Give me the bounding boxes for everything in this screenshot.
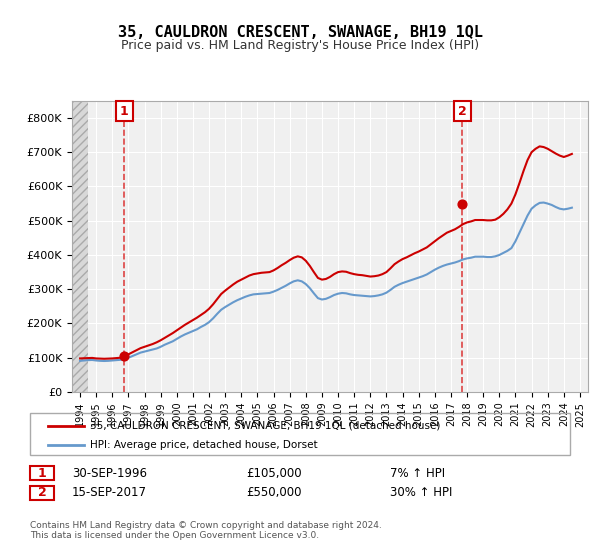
Text: £105,000: £105,000 xyxy=(246,466,302,480)
Text: Contains HM Land Registry data © Crown copyright and database right 2024.
This d: Contains HM Land Registry data © Crown c… xyxy=(30,521,382,540)
Text: 35, CAULDRON CRESCENT, SWANAGE, BH19 1QL (detached house): 35, CAULDRON CRESCENT, SWANAGE, BH19 1QL… xyxy=(90,421,440,431)
Text: £550,000: £550,000 xyxy=(246,486,302,500)
Text: 1: 1 xyxy=(38,466,46,480)
Point xyxy=(119,352,129,361)
Text: 30-SEP-1996: 30-SEP-1996 xyxy=(72,466,147,480)
Text: 7% ↑ HPI: 7% ↑ HPI xyxy=(390,466,445,480)
Text: 35, CAULDRON CRESCENT, SWANAGE, BH19 1QL: 35, CAULDRON CRESCENT, SWANAGE, BH19 1QL xyxy=(118,25,482,40)
Text: 2: 2 xyxy=(38,486,46,500)
Text: HPI: Average price, detached house, Dorset: HPI: Average price, detached house, Dors… xyxy=(90,440,317,450)
Point xyxy=(458,199,467,208)
Text: Price paid vs. HM Land Registry's House Price Index (HPI): Price paid vs. HM Land Registry's House … xyxy=(121,39,479,52)
Text: 1: 1 xyxy=(120,105,129,118)
Bar xyxy=(72,101,88,392)
Text: 2: 2 xyxy=(458,105,467,118)
Text: 15-SEP-2017: 15-SEP-2017 xyxy=(72,486,147,500)
Text: 30% ↑ HPI: 30% ↑ HPI xyxy=(390,486,452,500)
